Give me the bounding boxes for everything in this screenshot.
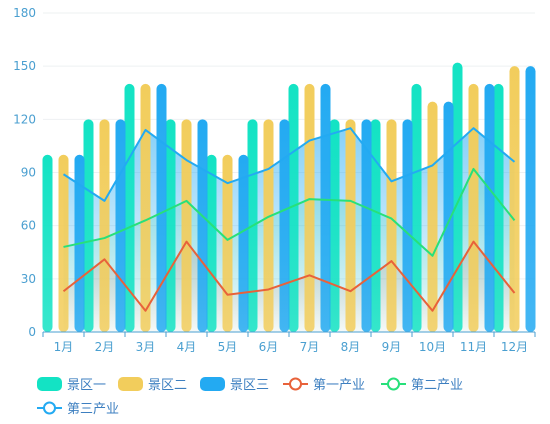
bar[interactable] [386,119,397,332]
x-tick-label: 11月 [460,340,487,354]
bar[interactable] [443,101,454,332]
bar[interactable] [165,119,176,332]
bar-series-景区二 [58,66,520,333]
legend-swatch-marker [43,401,56,415]
legend-label: 第三产业 [67,402,119,417]
bar[interactable] [427,101,438,332]
y-tick-label: 150 [13,59,36,73]
x-tick-label: 7月 [300,340,320,354]
bar[interactable] [238,154,249,332]
legend-swatch-marker [387,377,400,391]
legend-label: 景区三 [230,378,269,393]
line-series-第二产业 [63,167,516,257]
legend-swatch-bar [200,377,225,391]
y-tick-label: 120 [13,112,36,126]
bar[interactable] [304,83,315,332]
bar[interactable] [58,154,69,332]
line-series-第三产业 [62,127,516,202]
bar[interactable] [484,83,495,332]
bar[interactable] [140,83,151,332]
bar[interactable] [288,83,299,332]
bar[interactable] [206,154,217,332]
legend-item-第二产业[interactable]: 第二产业 [381,377,463,393]
bar[interactable] [361,119,372,332]
bar[interactable] [222,154,233,332]
legend-label: 第一产业 [313,378,365,393]
line-path [63,167,516,257]
bar[interactable] [509,66,520,333]
bar[interactable] [411,83,422,332]
x-tick-label: 6月 [259,340,279,354]
legend-item-景区二[interactable]: 景区二 [118,377,187,393]
x-tick-label: 12月 [501,340,528,354]
bar[interactable] [124,83,135,332]
bar[interactable] [370,119,381,332]
legend-swatch-bar [37,377,62,391]
x-tick-label: 8月 [341,340,361,354]
bar-series-景区一 [42,62,504,332]
x-tick-label: 5月 [218,340,238,354]
legend-label: 景区二 [148,378,187,393]
bar[interactable] [115,119,126,332]
x-axis [42,331,536,337]
x-tick-label: 10月 [419,340,446,354]
bar[interactable] [99,119,110,332]
x-tick-label: 9月 [382,340,402,354]
y-axis-labels: 0 30 60 90 120 150 180 [13,6,36,339]
y-tick-label: 90 [21,166,36,180]
y-tick-label: 180 [13,6,36,20]
bar[interactable] [525,66,536,333]
bar[interactable] [197,119,208,332]
y-tick-label: 0 [28,325,36,339]
legend-item-景区三[interactable]: 景区三 [200,377,269,393]
bar[interactable] [83,119,94,332]
bar[interactable] [329,119,340,332]
bar[interactable] [345,119,356,332]
bar[interactable] [279,119,290,332]
y-tick-label: 60 [21,219,36,233]
legend-item-第三产业[interactable]: 第三产业 [37,401,119,417]
x-tick-label: 2月 [95,340,115,354]
bar[interactable] [468,83,479,332]
bar[interactable] [263,119,274,332]
legend-item-第一产业[interactable]: 第一产业 [283,377,365,393]
line-path [62,240,516,312]
legend-swatch-marker [289,377,302,391]
legend-label: 景区一 [67,378,106,393]
bar[interactable] [402,119,413,332]
legend-item-景区一[interactable]: 景区一 [37,377,106,393]
bar[interactable] [181,119,192,332]
legend-swatch-bar [118,377,143,391]
line-path [62,127,516,202]
y-tick-label: 30 [21,272,36,286]
bar[interactable] [493,83,504,332]
bars [42,62,536,333]
line-series [62,127,516,312]
x-axis-labels: 1月 2月 3月 4月 5月 6月 7月 8月 9月 10月 11月 12月 [54,340,528,354]
x-tick-label: 1月 [54,340,74,354]
bar[interactable] [156,83,167,332]
x-tick-label: 3月 [136,340,156,354]
bar[interactable] [42,154,53,332]
bar[interactable] [320,83,331,332]
x-tick-label: 4月 [177,340,197,354]
legend-label: 第二产业 [411,378,463,393]
line-series-第一产业 [62,240,516,312]
